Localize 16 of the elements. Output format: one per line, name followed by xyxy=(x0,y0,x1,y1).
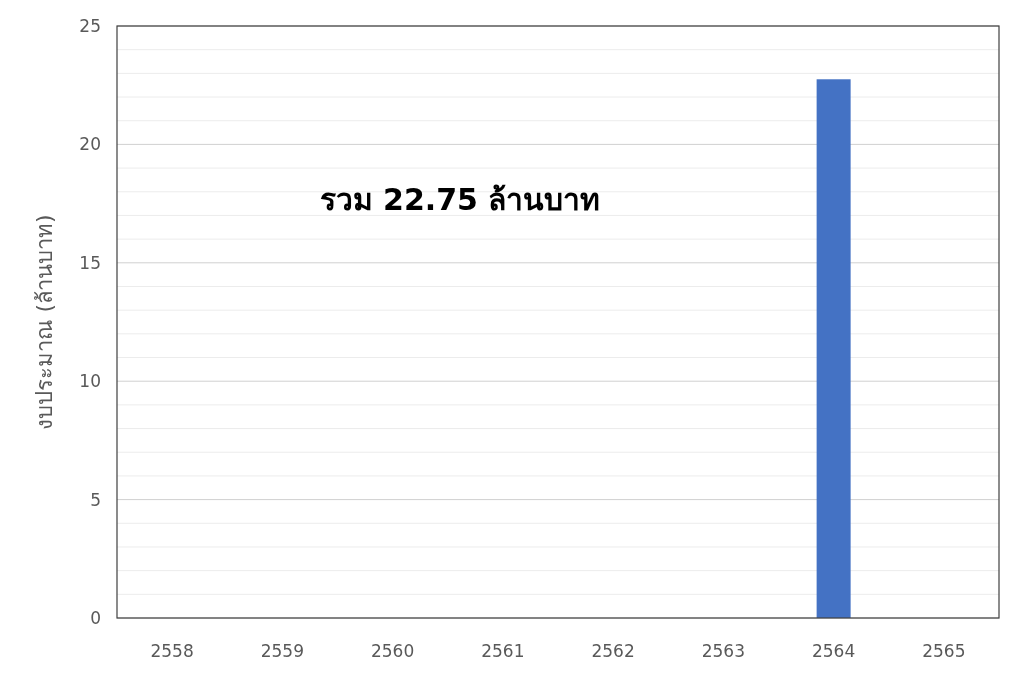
x-tick-label: 2564 xyxy=(811,641,856,661)
y-axis-title: งบประมาณ (ล้านบาท) xyxy=(32,214,57,430)
y-tick-label: 10 xyxy=(79,371,101,392)
x-tick-label: 2561 xyxy=(481,641,525,661)
x-tick-label: 2560 xyxy=(370,641,415,661)
x-tick-label: 2559 xyxy=(260,641,305,661)
y-tick-label: 25 xyxy=(79,16,101,36)
x-tick-label: 2563 xyxy=(701,641,746,661)
x-tick-label: 2562 xyxy=(591,641,635,661)
y-tick-label: 20 xyxy=(79,134,101,155)
x-tick-label: 2565 xyxy=(922,641,966,661)
y-tick-label: 5 xyxy=(90,489,101,510)
annotation: รวม 22.75 ล้านบาท xyxy=(319,182,601,217)
y-tick-label: 15 xyxy=(79,252,101,273)
y-tick-label: 0 xyxy=(90,608,101,628)
x-tick-label: 2558 xyxy=(150,641,194,661)
